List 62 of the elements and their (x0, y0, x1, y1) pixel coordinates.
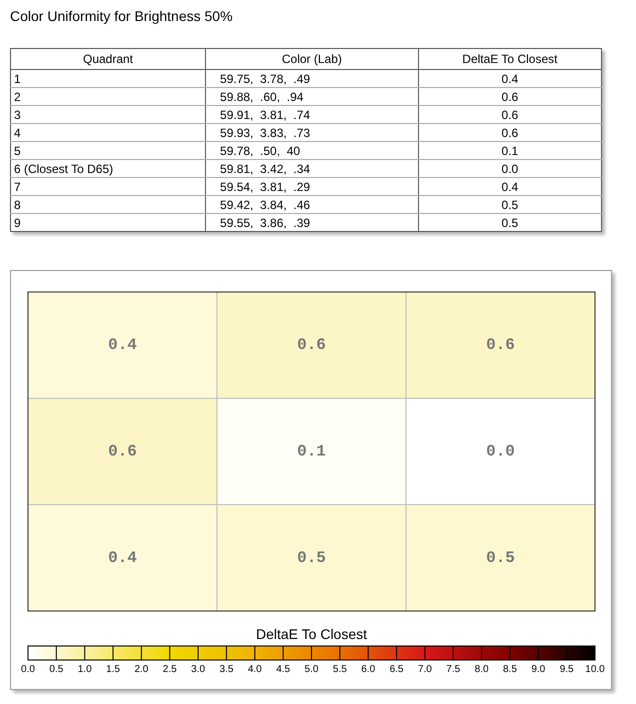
text: 4 (10, 124, 206, 142)
color-bar-label: 7.0 (418, 664, 432, 675)
text: 7 (10, 178, 206, 196)
text: 0.4 (418, 178, 602, 196)
color-bar-label: 8.0 (474, 664, 489, 675)
color-bar-label: 5.0 (304, 664, 319, 675)
data-label: 0.6 (486, 336, 515, 354)
text: 0.4 (418, 70, 602, 88)
color-bar-title: DeltaE To Closest (256, 626, 368, 642)
text: 9 (10, 214, 206, 232)
data-label: 0.0 (486, 442, 515, 461)
text: DeltaE To Closest (418, 48, 602, 70)
color-bar-label: 4.0 (248, 664, 262, 675)
text: 0.1 (418, 142, 602, 160)
text: 59.81, 3.42, .34 (206, 160, 418, 178)
data-label: 0.6 (297, 336, 326, 354)
text: 0.6 (418, 124, 602, 142)
text: 6 (Closest To D65) (10, 160, 206, 178)
color-bar-label: 0.0 (21, 664, 36, 675)
color-bar-label: 7.5 (446, 664, 461, 675)
text: 3 (10, 106, 206, 124)
color-bar-label: 2.5 (162, 664, 178, 675)
text: 59.75, 3.78, .49 (206, 70, 418, 88)
text: Color Uniformity for Brightness 50% (10, 8, 233, 24)
color-bar-label: 9.0 (531, 664, 546, 675)
color-bar-label: 10.0 (585, 664, 606, 675)
text: 59.55, 3.86, .39 (206, 214, 418, 232)
text: 0.6 (418, 88, 602, 106)
text: 0.5 (418, 214, 602, 232)
data-label: 0.4 (108, 548, 138, 567)
color-bar-label: 9.5 (560, 664, 574, 675)
data-label: 0.6 (108, 442, 137, 461)
color-bar-label: 1.5 (106, 664, 120, 675)
text: 8 (10, 196, 206, 214)
text: 59.88, .60, .94 (206, 88, 418, 106)
data-label: 0.5 (486, 548, 515, 567)
color-bar-label: 4.5 (276, 664, 291, 675)
color-bar-label: 6.5 (390, 664, 404, 675)
text: 5 (10, 142, 206, 160)
text: 59.78, .50, 40 (206, 142, 418, 160)
color-bar-label: 1.0 (78, 664, 92, 675)
data-label: 0.1 (297, 442, 326, 461)
color-bar-label: 6.0 (361, 664, 376, 675)
color-bar-label: 2.0 (134, 664, 149, 675)
text: 0.5 (418, 196, 602, 214)
data-label: 0.5 (297, 548, 326, 567)
text: 2 (10, 88, 206, 106)
text: Color (Lab) (206, 48, 418, 70)
text: 1 (10, 70, 206, 88)
text: 59.93, 3.83, .73 (206, 124, 418, 142)
color-bar-label: 5.5 (332, 664, 348, 675)
color-bar-label: 3.0 (191, 664, 206, 675)
text: 59.91, 3.81, .74 (206, 106, 418, 124)
text: 0.6 (418, 106, 602, 124)
color-bar-label: 0.5 (49, 664, 64, 675)
color-bar-label: 3.5 (219, 664, 234, 675)
color-bar-label: 8.5 (502, 664, 518, 675)
text: 59.42, 3.84, .46 (206, 196, 418, 214)
text: 0.0 (418, 160, 602, 178)
text: Quadrant (10, 48, 206, 70)
data-label: 0.4 (108, 336, 138, 354)
text: 59.54, 3.81, .29 (206, 178, 418, 196)
